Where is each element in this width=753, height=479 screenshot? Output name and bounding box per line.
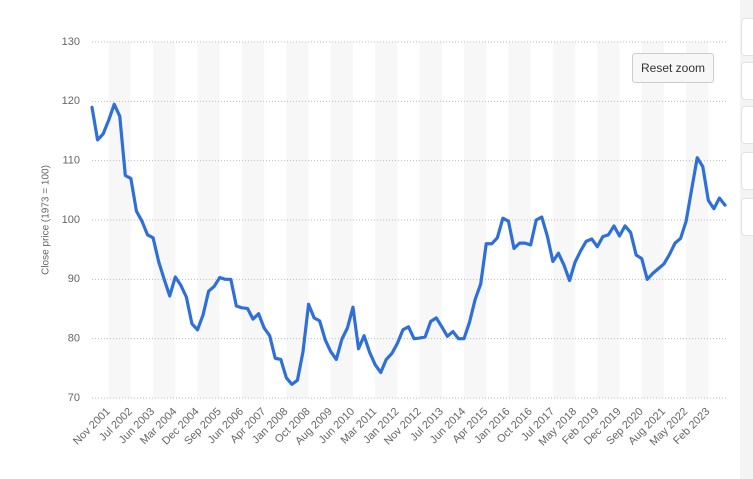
side-button[interactable] [741, 152, 753, 190]
side-button[interactable] [741, 18, 753, 56]
plot-band [464, 42, 487, 398]
plot-band [686, 42, 709, 398]
side-button[interactable] [741, 62, 753, 100]
side-button[interactable] [741, 198, 753, 236]
plot-band [286, 42, 309, 398]
side-button[interactable] [741, 106, 753, 144]
y-tick-label: 80 [68, 333, 80, 345]
plot-band [508, 42, 531, 398]
y-axis-label: Close price (1973 = 100) [41, 165, 52, 275]
y-tick-label: 70 [68, 392, 80, 404]
y-tick-label: 130 [62, 36, 80, 48]
y-tick-label: 100 [62, 214, 80, 226]
line [90, 102, 727, 386]
plot-band [419, 42, 442, 398]
plot-band [641, 42, 664, 398]
y-tick-label: 110 [62, 155, 80, 167]
reset-zoom-button[interactable]: Reset zoom [632, 53, 714, 83]
y-tick-label: 90 [68, 273, 80, 285]
y-tick-label: 120 [62, 95, 80, 107]
